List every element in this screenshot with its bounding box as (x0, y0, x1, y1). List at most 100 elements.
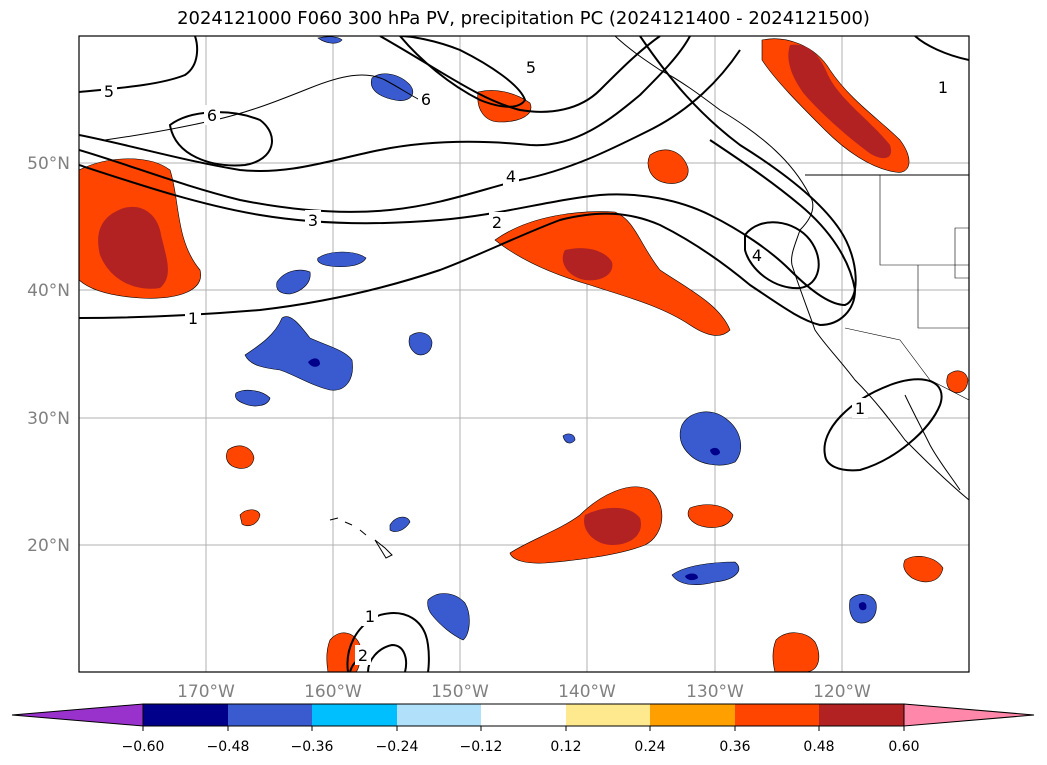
contour-label: 6 (421, 90, 431, 109)
longitude-labels: 170°W 160°W 150°W 140°W 130°W 120°W (177, 682, 871, 702)
neg-area-south-2 (427, 593, 470, 641)
colorbar-segment (566, 704, 650, 726)
contour-6-aleutian (399, 36, 527, 108)
contour-label: 1 (365, 607, 375, 626)
colorbar-segment (735, 704, 819, 726)
neg-area-small-2 (276, 269, 311, 295)
colorbar-segment (819, 704, 904, 726)
colorbar-tick: 0.12 (550, 739, 581, 755)
lon-label: 150°W (431, 682, 489, 702)
colorbar-tick: 0.24 (634, 739, 665, 755)
precip-area-central-north (494, 211, 731, 336)
neg-area-small-4 (235, 389, 271, 407)
neg-area-small-3 (408, 332, 433, 356)
precip-core-central-south (584, 507, 641, 545)
negative-precip-areas (235, 36, 877, 641)
colorbar-frame (142, 703, 905, 727)
map-title: 2024121000 F060 300 hPa PV, precipitatio… (177, 8, 870, 29)
colorbar-tick: −0.12 (460, 739, 503, 755)
contour-label: 1 (855, 399, 865, 418)
contour-1-east (914, 36, 969, 61)
contour-label: 4 (506, 167, 516, 186)
lon-label: 170°W (177, 682, 235, 702)
colorbar-tick: 0.36 (719, 739, 750, 755)
precip-area-small-7 (946, 370, 969, 393)
mexico-border (844, 327, 969, 401)
precip-area-small-6 (903, 555, 944, 583)
lat-label: 50°N (27, 154, 70, 174)
precip-area-small-5 (687, 504, 734, 528)
coastlines (104, 36, 969, 559)
contour-label: 1 (938, 78, 948, 97)
colorbar-tick: −0.24 (376, 739, 419, 755)
lon-label: 160°W (304, 682, 362, 702)
colorbar-tick: −0.48 (207, 739, 250, 755)
contour-label-group: 5 6 5 6 4 3 2 4 1 1 1 1 2 (101, 57, 951, 665)
latitude-labels: 50°N 40°N 30°N 20°N (27, 154, 70, 556)
lon-label: 120°W (813, 682, 871, 702)
colorbar-tick: 0.48 (803, 739, 834, 755)
contour-label: 6 (207, 106, 217, 125)
neg-area-small-7 (317, 36, 343, 44)
baja-california (904, 394, 961, 491)
lat-label: 20°N (27, 536, 70, 556)
hawaii-islands (329, 517, 393, 559)
lat-label: 30°N (27, 409, 70, 429)
map-border (78, 35, 970, 673)
lon-label: 130°W (686, 682, 744, 702)
colorbar-tick: −0.60 (122, 739, 165, 755)
colorbar-segment (650, 704, 735, 726)
colorbar-tick: −0.36 (291, 739, 334, 755)
lat-label: 40°N (27, 281, 70, 301)
contour-label: 2 (358, 646, 368, 665)
precip-core-west (98, 206, 168, 289)
neg-area-east-pacific (679, 411, 742, 466)
colorbar-extend-high (903, 703, 1035, 727)
contour-3 (79, 49, 741, 213)
contour-label: 5 (526, 58, 536, 77)
us-state-border-3 (917, 265, 969, 329)
graticule (79, 36, 969, 672)
contour-inner-loop (744, 221, 820, 290)
colorbar-segment (397, 704, 481, 726)
colorbar-segment (143, 704, 228, 726)
precip-core-central-north (562, 248, 613, 281)
neg-area-small-6 (562, 433, 576, 444)
neg-area-hawaii-north (244, 316, 353, 391)
neg-core-east-pacific (710, 447, 720, 456)
precip-core-northeast (788, 44, 892, 159)
contour-1-west (79, 139, 857, 327)
contour-label: 4 (752, 246, 762, 265)
contour-5-north (379, 36, 661, 113)
precip-area-small-4 (239, 509, 261, 526)
precip-area-small-8 (772, 632, 820, 672)
north-america-coast (791, 264, 969, 501)
colorbar-segment (228, 704, 312, 726)
contour-label: 3 (308, 211, 318, 230)
neg-area-small-5 (389, 516, 411, 532)
colorbar-tick: 0.60 (888, 739, 919, 755)
neg-core-south-3 (858, 602, 867, 611)
neg-area-small-1 (317, 251, 367, 268)
positive-precip-areas (79, 38, 969, 672)
aleutian-chain (104, 74, 421, 141)
map-area (79, 36, 969, 672)
precip-area-small-2 (647, 149, 689, 184)
us-state-border-2 (879, 175, 969, 266)
contour-1-ellipse (823, 378, 943, 472)
neg-core-hawaii-north (308, 358, 320, 367)
colorbar: −0.60 −0.48 −0.36 −0.24 −0.12 0.12 0.24 … (11, 703, 1035, 755)
colorbar-segment (312, 704, 397, 726)
precip-area-small-3 (226, 445, 255, 469)
contour-label: 1 (188, 309, 198, 328)
contour-label: 2 (492, 213, 502, 232)
colorbar-extend-low (11, 703, 144, 727)
contour-4 (79, 36, 691, 172)
contour-1-south (346, 612, 430, 672)
lon-label: 140°W (558, 682, 616, 702)
us-state-border-4 (954, 227, 969, 279)
contour-label: 5 (104, 82, 114, 101)
neg-area-alaska (370, 73, 414, 101)
neg-core-south-1 (685, 573, 698, 581)
